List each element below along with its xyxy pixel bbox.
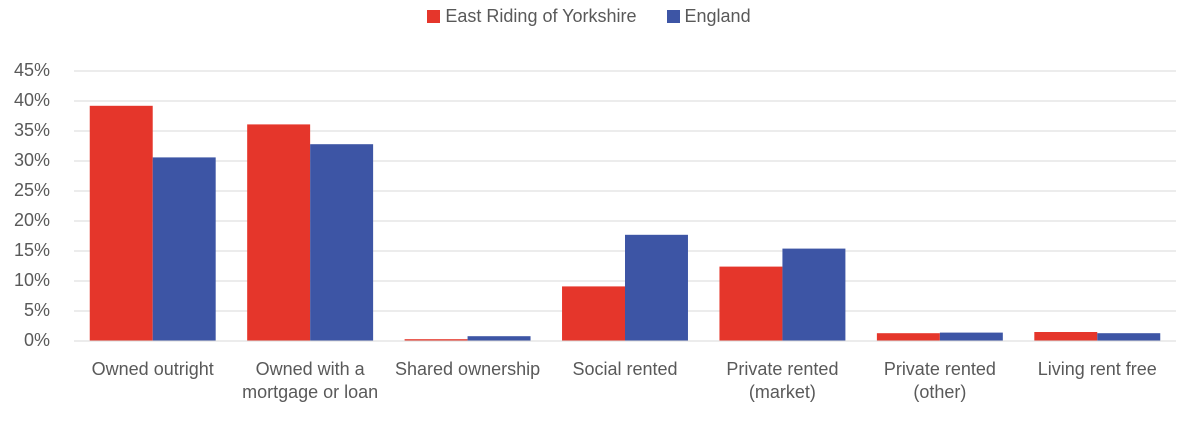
legend-item: England	[666, 6, 751, 27]
bar	[247, 124, 311, 342]
bar	[1034, 332, 1098, 341]
y-tick-label: 10%	[14, 270, 50, 290]
x-tick-label: Shared ownership	[395, 359, 541, 379]
y-tick-label: 40%	[14, 90, 50, 110]
y-tick-label: 20%	[14, 210, 50, 230]
y-tick-label: 45%	[14, 60, 50, 80]
bar	[939, 332, 1003, 341]
bar	[310, 144, 374, 341]
x-tick-label: Private rented (market)	[726, 359, 839, 402]
x-tick-label: Private rented (other)	[883, 359, 996, 402]
bar	[467, 336, 531, 341]
y-tick-label: 5%	[24, 300, 50, 320]
bar	[876, 333, 940, 341]
legend: East Riding of Yorkshire England	[0, 6, 1178, 27]
legend-swatch	[666, 10, 680, 23]
legend-label: East Riding of Yorkshire	[445, 6, 637, 26]
x-tick-label: Owned with a mortgage or loan	[242, 359, 379, 402]
legend-item: East Riding of Yorkshire	[427, 6, 637, 27]
bar	[562, 286, 625, 341]
legend-swatch	[427, 10, 441, 23]
x-tick-label: Social rented	[572, 359, 678, 379]
bar	[89, 105, 153, 341]
bar	[404, 339, 468, 341]
bar	[782, 248, 846, 341]
bar	[719, 266, 783, 341]
legend-label: England	[684, 6, 751, 26]
y-tick-label: 30%	[14, 150, 50, 170]
bar	[1097, 333, 1161, 341]
x-tick-label: Owned outright	[91, 359, 214, 379]
y-tick-label: 0%	[24, 330, 50, 350]
bar	[625, 234, 688, 341]
y-tick-label: 15%	[14, 240, 50, 260]
x-tick-label: Living rent free	[1037, 359, 1157, 379]
bar	[152, 157, 216, 341]
y-tick-label: 35%	[14, 120, 50, 140]
y-tick-label: 25%	[14, 180, 50, 200]
